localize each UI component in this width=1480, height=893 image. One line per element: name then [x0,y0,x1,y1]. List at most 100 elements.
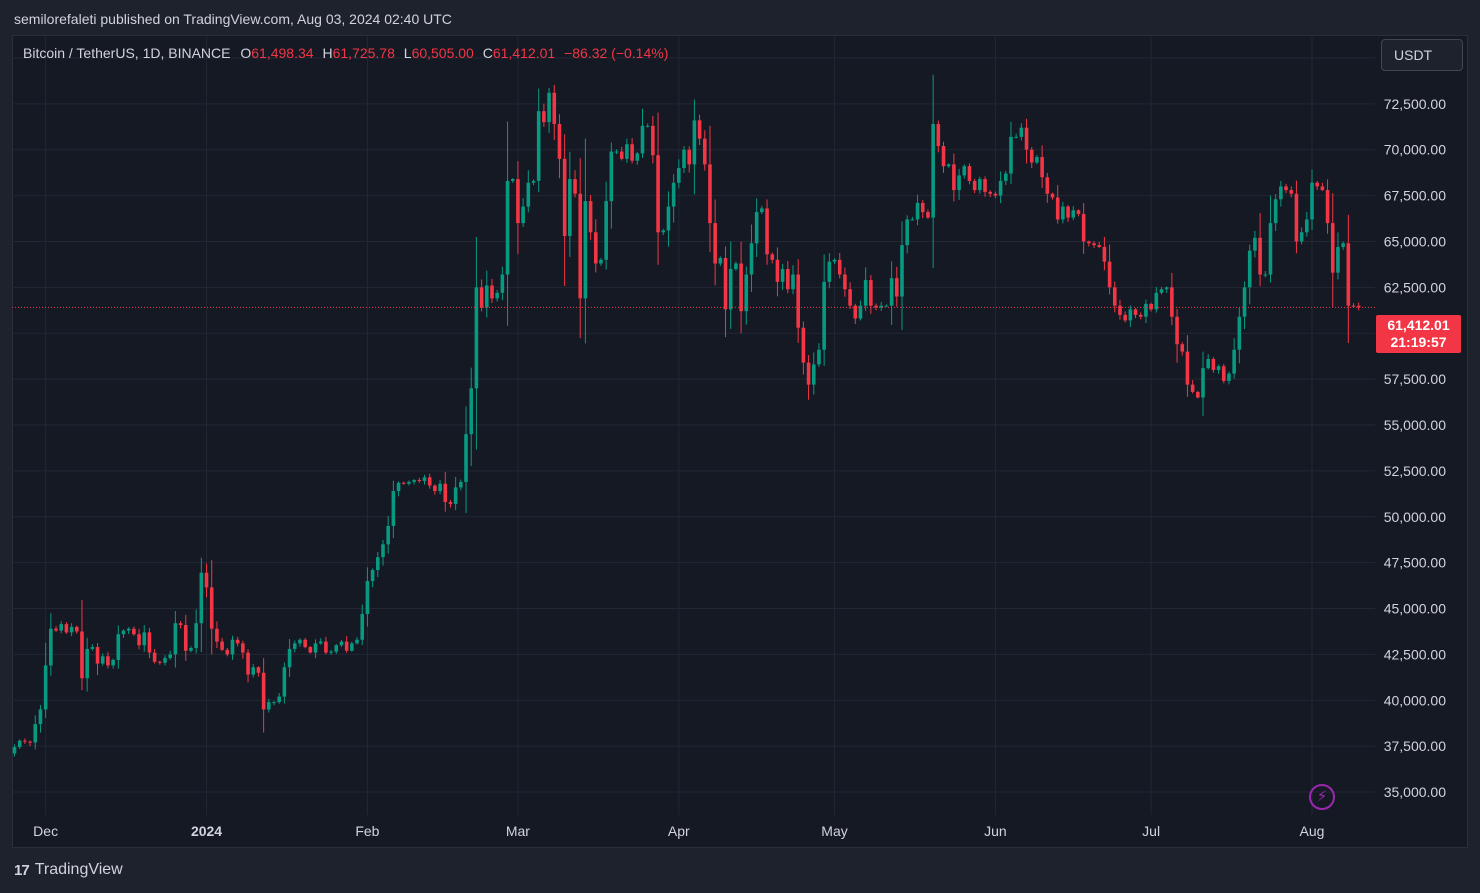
tradingview-brand[interactable]: 17 TradingView [14,861,123,879]
candle-body [261,672,266,710]
candle-body [344,641,349,651]
candle-body [941,146,946,167]
x-tick-label: 2024 [191,823,222,839]
candle-body [915,202,920,220]
candle-body [791,274,795,290]
y-tick-label: 67,500.00 [1384,188,1446,204]
candle-body [619,151,624,159]
candle-body [64,624,69,633]
candle-body [1029,149,1034,163]
currency-button[interactable]: USDT [1381,39,1463,71]
candle-body [1227,373,1231,381]
candle-body [427,477,432,486]
candle-body [702,138,707,165]
candle-body [926,212,930,218]
high-value: 61,725.78 [332,45,395,61]
y-tick-label: 42,500.00 [1384,646,1446,662]
candle-body [1133,309,1138,315]
candle-body [677,168,681,183]
candle-body [1112,287,1117,306]
candle-body [74,626,79,632]
candle-body [38,709,43,725]
candle-body [484,285,489,308]
candle-body [1149,303,1153,310]
x-tick-label: Apr [668,823,690,839]
candle-body [365,581,370,615]
candle-body [1310,182,1314,220]
candle-body [220,641,224,650]
candle-body [713,223,717,264]
candle-body [557,124,562,159]
y-tick-label: 65,000.00 [1384,233,1446,249]
candle-body [1066,206,1070,218]
candle-body [931,124,935,218]
candle-body [656,155,660,233]
candle-body [832,259,837,262]
candle-body [863,280,868,306]
candle-body [708,164,712,224]
candle-body [464,434,468,482]
candle-body [573,179,577,194]
price-chart[interactable]: 35,000.00 37,500.00 40,000.00 42,500.00 45,0… [12,35,1468,848]
candle-body [204,572,209,588]
candle-body [469,388,474,435]
candle-body [313,643,318,653]
candle-body [1330,223,1335,273]
candle-body [510,179,515,181]
candle-body [1201,368,1205,398]
candle-body [1279,186,1283,200]
candle-body [562,158,567,236]
y-tick-label: 37,500.00 [1384,738,1446,754]
candle-body [661,230,666,233]
close-value: 61,412.01 [492,45,556,61]
candle-body [1045,177,1050,194]
candle-body [946,164,951,167]
candle-body [479,287,484,308]
candle-body [801,327,806,363]
candle-body [1299,232,1304,242]
candle-body [209,587,214,629]
candle-body [723,257,728,310]
candle-body [531,180,536,183]
candle-body [376,557,380,570]
candle-body [983,179,987,192]
candle-body [355,639,359,644]
candle-body [645,125,650,127]
low-value: 60,505.00 [411,45,474,61]
candle-body [308,647,313,653]
lightning-icon[interactable]: ⚡ [1309,784,1335,810]
candle-body [749,243,754,275]
candle-body [1144,303,1148,317]
high-label: H [322,45,333,61]
candle-body [568,179,572,236]
candle-body [230,639,235,655]
candle-body [386,525,390,545]
candle-body [422,477,427,481]
candle-body [401,482,406,484]
candle-body [682,149,686,169]
candle-body [822,281,826,350]
candle-body [542,111,546,123]
open-label: O [240,45,252,61]
candle-body [334,645,339,652]
candle-body [1247,250,1252,288]
candle-body [111,659,115,666]
brand-name: TradingView [34,861,123,878]
y-tick-label: 47,500.00 [1384,555,1446,571]
candle-body [962,166,967,176]
candle-body [1273,199,1278,224]
candle-body [728,269,733,310]
candle-body [1071,210,1076,218]
candle-body [1170,287,1174,317]
candle-body [952,164,956,191]
change-value: −86.32 (−0.14%) [564,45,669,61]
candle-body [978,179,982,191]
candle-body [536,111,541,181]
candle-body [95,647,100,664]
candle-body [163,658,167,663]
candle-body [1242,287,1247,317]
candle-body [1035,157,1039,163]
candle-body [54,628,58,631]
symbol-title[interactable]: Bitcoin / TetherUS, 1D, BINANCE [23,45,231,61]
candle-body [905,219,909,246]
